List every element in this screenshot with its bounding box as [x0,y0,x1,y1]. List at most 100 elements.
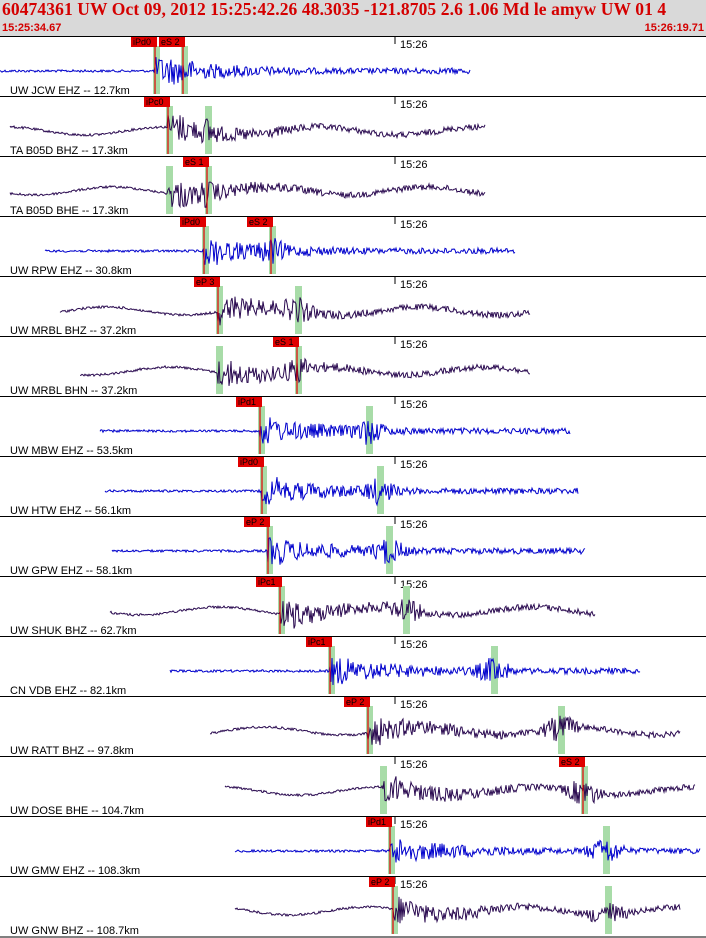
start-time: 15:25:34.67 [2,22,62,34]
pick-label: eP 2 [371,877,389,887]
waveform [169,657,641,686]
pick-tag [344,697,370,707]
pick-tag [256,577,282,587]
trace-row: 15:26 iPd1 UW MBW EHZ -- 53.5km [0,396,706,457]
time-mark-label: 15:26 [400,279,428,291]
station-label: UW GPW EHZ -- 58.1km [10,565,132,577]
predicted-arrival-bar [377,466,384,514]
predicted-arrival-bar [266,526,273,574]
trace-row: 15:26 iPd0 UW HTW EHZ -- 56.1km [0,456,706,517]
pick-tag [131,37,157,47]
pick-tag [183,157,209,167]
pick-tag [180,217,206,227]
predicted-arrival-bar [295,286,302,334]
station-label: TA B05D BHE -- 17.3km [10,205,128,217]
station-label: UW SHUK BHZ -- 62.7km [10,625,137,637]
station-label: UW GNW BHZ -- 108.7km [10,925,139,937]
predicted-arrival-bar [386,526,393,574]
predicted-arrival-bar [278,586,285,634]
time-mark-label: 15:26 [400,639,428,651]
seismogram-panel: 15:26 iPd0 eS 2 UW JCW EHZ -- 12.7km 15:26 iP… [0,36,706,938]
pick-label: eS 2 [561,757,580,767]
waveform [234,839,701,863]
pick-label: iPd1 [238,397,256,407]
predicted-arrival-bar [391,886,398,934]
station-label: UW MRBL BHN -- 37.2km [10,385,137,397]
pick-label: eP 3 [196,277,214,287]
pick-label: iPc1 [258,577,276,587]
waveform [111,537,586,565]
station-label: UW HTW EHZ -- 56.1km [10,505,131,517]
time-mark-label: 15:26 [400,759,428,771]
trace-row: 15:26 eP 2 UW RATT BHZ -- 97.8km [0,696,706,757]
trace-row: 15:26 eS 2 UW DOSE BHE -- 104.7km [0,756,706,817]
station-label: UW RPW EHZ -- 30.8km [10,265,132,277]
time-mark-label: 15:26 [400,339,428,351]
waveform [79,357,531,386]
time-mark-label: 15:26 [400,879,428,891]
waveform [109,599,596,629]
trace-row: 15:26 iPd0 eS 2 UW RPW EHZ -- 30.8km [0,216,706,277]
predicted-arrival-bar [295,346,302,394]
predicted-arrival-bar [166,106,173,154]
predicted-arrival-bar [181,46,188,94]
predicted-arrival-bar [380,766,387,814]
pick-tag [369,877,395,887]
waveform [0,57,471,85]
pick-label: eS 1 [275,337,294,347]
trace-row: 15:26 iPd1 UW GMW EHZ -- 108.3km [0,816,706,877]
pick-tag [273,337,299,347]
time-mark-label: 15:26 [400,699,428,711]
trace-row: 15:26 iPc0 TA B05D BHZ -- 17.3km [0,96,706,157]
pick-tag [159,37,185,47]
end-time: 15:26:19.71 [644,22,704,34]
time-mark-label: 15:26 [400,519,428,531]
pick-label: eS 2 [249,217,268,227]
pick-tag [366,817,392,827]
station-label: UW DOSE BHE -- 104.7km [10,805,144,817]
waveform [99,417,571,445]
time-mark-label: 15:26 [400,819,428,831]
waveform [104,477,579,507]
pick-tag [238,457,264,467]
pick-label: iPd0 [182,217,200,227]
pick-label: iPc0 [146,97,164,107]
trace-row: 15:26 eP 2 UW GNW BHZ -- 108.7km [0,876,706,937]
trace-row: 15:26 eS 1 UW MRBL BHN -- 37.2km [0,336,706,397]
station-label: UW MRBL BHZ -- 37.2km [10,325,136,337]
pick-label: eS 1 [185,157,204,167]
predicted-arrival-bar [216,286,223,334]
header-bar: 60474361 UW Oct 09, 2012 15:25:42.26 48.… [0,0,706,36]
trace-row: 15:26 eP 2 UW GPW EHZ -- 58.1km [0,516,706,577]
trace-row: 15:26 eP 3 UW MRBL BHZ -- 37.2km [0,276,706,337]
pick-tag [247,217,273,227]
time-mark-label: 15:26 [400,99,428,111]
waveform [209,715,681,746]
pick-label: iPd0 [133,37,151,47]
trace-row: 15:26 eS 1 TA B05D BHE -- 17.3km [0,156,706,217]
predicted-arrival-bar [558,706,565,754]
waveform [9,181,486,209]
time-mark-label: 15:26 [400,459,428,471]
trace-row: 15:26 iPc1 CN VDB EHZ -- 82.1km [0,636,706,697]
station-label: UW JCW EHZ -- 12.7km [10,85,130,97]
waveform [44,237,516,265]
predicted-arrival-bar [366,406,373,454]
pick-tag [194,277,220,287]
station-label: TA B05D BHZ -- 17.3km [10,145,128,157]
waveform [59,296,531,326]
waveform [9,114,486,144]
pick-tag [236,397,262,407]
pick-label: eP 2 [246,517,264,527]
predicted-arrival-bar [388,826,395,874]
station-label: UW RATT BHZ -- 97.8km [10,745,134,757]
pick-label: eS 2 [161,37,180,47]
waveform [224,776,696,805]
station-label: UW GMW EHZ -- 108.3km [10,865,140,877]
time-mark-label: 15:26 [400,219,428,231]
pick-label: eP 2 [346,697,364,707]
pick-tag [306,637,332,647]
time-mark-label: 15:26 [400,399,428,411]
time-mark-label: 15:26 [400,159,428,171]
